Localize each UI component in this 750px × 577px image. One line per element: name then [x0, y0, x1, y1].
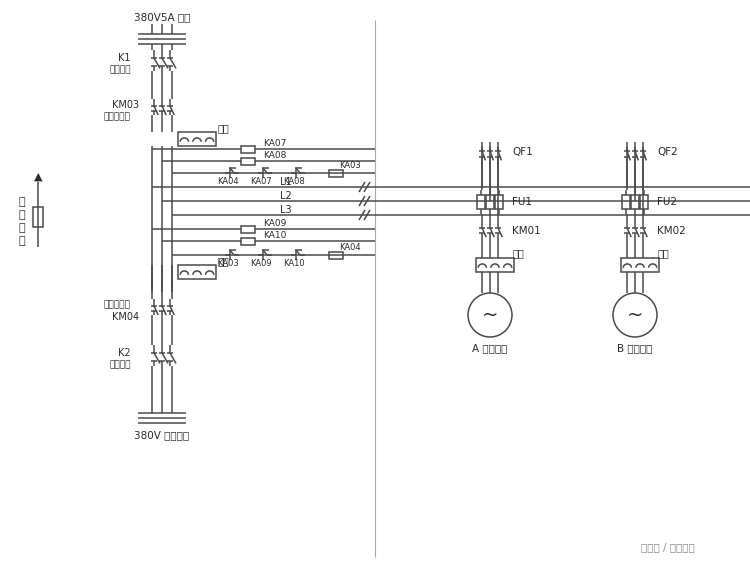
Text: L1: L1 — [280, 177, 292, 187]
Text: （接触器）: （接触器） — [103, 113, 130, 122]
Text: KA04: KA04 — [339, 243, 361, 253]
Text: FU1: FU1 — [512, 197, 532, 207]
Text: KA10: KA10 — [284, 260, 304, 268]
Text: KA08: KA08 — [284, 178, 304, 186]
Bar — [621, 258, 659, 272]
Text: KM03: KM03 — [112, 100, 140, 110]
Text: KA09: KA09 — [263, 219, 286, 227]
Bar — [622, 195, 630, 209]
Text: KM02: KM02 — [657, 226, 686, 236]
Text: 380V5A 段来: 380V5A 段来 — [134, 12, 190, 22]
Text: KA07: KA07 — [263, 138, 286, 148]
Text: QF1: QF1 — [512, 147, 532, 157]
Bar — [178, 265, 216, 279]
Text: KA07: KA07 — [250, 178, 272, 186]
Text: KA09: KA09 — [251, 260, 272, 268]
Text: KM04: KM04 — [112, 312, 140, 322]
Text: B 火检风机: B 火检风机 — [617, 343, 652, 353]
Text: 制: 制 — [19, 210, 26, 220]
Bar — [631, 195, 639, 209]
Text: L3: L3 — [280, 205, 292, 215]
Bar — [640, 195, 648, 209]
Text: KM01: KM01 — [512, 226, 541, 236]
Bar — [486, 195, 494, 209]
Text: 热稳: 热稳 — [512, 248, 523, 258]
Text: （刀闸）: （刀闸） — [109, 66, 130, 74]
Bar — [33, 207, 43, 227]
Text: （接触器）: （接触器） — [103, 301, 130, 309]
Text: ▲: ▲ — [34, 172, 42, 182]
Text: KA04: KA04 — [217, 178, 238, 186]
Text: 热稳: 热稳 — [217, 256, 229, 266]
Text: 电: 电 — [19, 223, 26, 233]
Text: KA03: KA03 — [217, 260, 238, 268]
Text: K2: K2 — [118, 348, 130, 358]
Text: FU2: FU2 — [657, 197, 677, 207]
Text: KA03: KA03 — [339, 162, 361, 170]
Text: 热稳: 热稳 — [217, 123, 229, 133]
Bar — [241, 226, 255, 233]
Bar — [241, 145, 255, 152]
Text: ~: ~ — [482, 305, 498, 324]
Text: （刀闸）: （刀闸） — [109, 361, 130, 369]
Text: 热稳: 热稳 — [657, 248, 669, 258]
Text: KA10: KA10 — [263, 230, 286, 239]
Bar — [241, 158, 255, 164]
Text: ~: ~ — [627, 305, 644, 324]
Text: 源: 源 — [19, 236, 26, 246]
Bar — [178, 132, 216, 146]
Text: 控: 控 — [19, 197, 26, 207]
Text: QF2: QF2 — [657, 147, 678, 157]
Bar — [476, 258, 514, 272]
Bar — [477, 195, 485, 209]
Bar — [329, 170, 343, 177]
Text: A 火检风机: A 火检风机 — [472, 343, 508, 353]
Bar — [329, 252, 343, 258]
Text: 380V 保安段来: 380V 保安段来 — [134, 430, 190, 440]
Bar — [241, 238, 255, 245]
Text: K1: K1 — [118, 53, 130, 63]
Text: 头条号 / 电气技术: 头条号 / 电气技术 — [641, 542, 695, 552]
Bar — [495, 195, 503, 209]
Text: KA08: KA08 — [263, 151, 286, 159]
Text: L2: L2 — [280, 191, 292, 201]
